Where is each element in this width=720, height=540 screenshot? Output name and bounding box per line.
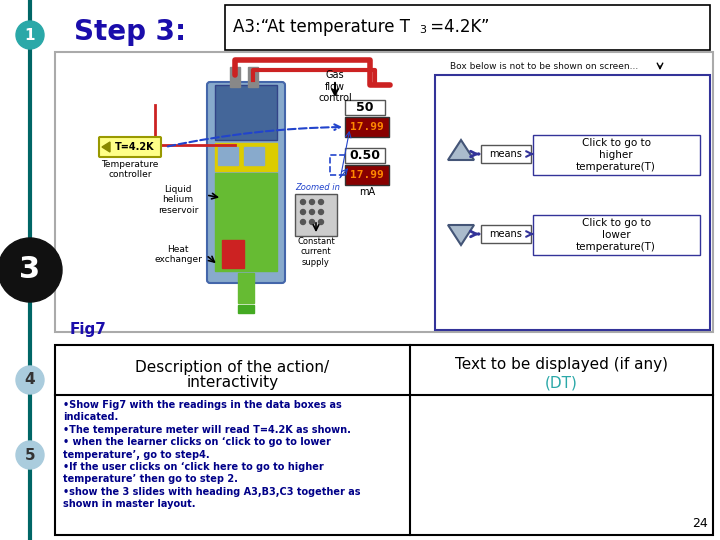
Text: Constant
current
supply: Constant current supply xyxy=(297,237,335,267)
Bar xyxy=(55,52,713,332)
Polygon shape xyxy=(448,140,474,160)
FancyBboxPatch shape xyxy=(533,215,700,255)
FancyBboxPatch shape xyxy=(345,148,385,163)
Circle shape xyxy=(318,210,323,214)
Bar xyxy=(345,165,389,185)
Circle shape xyxy=(300,199,305,205)
Text: Liquid
helium
reservoir: Liquid helium reservoir xyxy=(158,185,198,215)
FancyBboxPatch shape xyxy=(295,194,337,236)
Text: Fig7: Fig7 xyxy=(70,322,107,337)
Circle shape xyxy=(310,199,315,205)
FancyBboxPatch shape xyxy=(481,145,531,163)
Bar xyxy=(244,147,264,165)
Text: •Show Fig7 with the readings in the data boxes as
indicated.
•The temperature me: •Show Fig7 with the readings in the data… xyxy=(63,400,361,509)
Text: 17.99: 17.99 xyxy=(350,170,384,180)
Text: 24: 24 xyxy=(692,517,708,530)
Text: 3: 3 xyxy=(419,25,426,35)
Text: Step 3:: Step 3: xyxy=(74,18,186,46)
FancyBboxPatch shape xyxy=(207,82,285,283)
FancyBboxPatch shape xyxy=(481,225,531,243)
Text: (DT): (DT) xyxy=(545,375,578,390)
Bar xyxy=(55,345,713,535)
Text: Description of the action/: Description of the action/ xyxy=(135,360,330,375)
Text: 50: 50 xyxy=(356,101,374,114)
Bar xyxy=(218,147,238,165)
Text: 3: 3 xyxy=(19,255,40,285)
FancyBboxPatch shape xyxy=(345,100,385,115)
Circle shape xyxy=(318,199,323,205)
Text: Heat
exchanger: Heat exchanger xyxy=(154,245,202,265)
Text: Click to go to
higher
temperature(T): Click to go to higher temperature(T) xyxy=(576,138,656,172)
Text: T=4.2K: T=4.2K xyxy=(115,142,155,152)
Circle shape xyxy=(310,219,315,225)
Polygon shape xyxy=(448,225,474,245)
Text: =4.2K”: =4.2K” xyxy=(425,18,490,36)
Text: Click to go to
lower
temperature(T): Click to go to lower temperature(T) xyxy=(576,218,656,252)
Text: Zoomed in: Zoomed in xyxy=(295,183,340,192)
Circle shape xyxy=(310,210,315,214)
Bar xyxy=(238,273,254,303)
Circle shape xyxy=(0,238,62,302)
Text: means: means xyxy=(490,229,523,239)
Circle shape xyxy=(16,366,44,394)
Bar xyxy=(215,85,277,140)
Bar xyxy=(215,173,277,271)
Bar xyxy=(248,67,258,87)
Text: Box below is not to be shown on screen...: Box below is not to be shown on screen..… xyxy=(450,62,638,71)
Bar xyxy=(230,67,240,87)
Text: 17.99: 17.99 xyxy=(350,122,384,132)
Bar xyxy=(238,305,254,313)
Bar xyxy=(222,240,244,268)
FancyBboxPatch shape xyxy=(99,137,161,157)
FancyBboxPatch shape xyxy=(533,135,700,175)
Text: 4: 4 xyxy=(24,373,35,388)
Polygon shape xyxy=(102,142,110,152)
Text: Temperature
controller: Temperature controller xyxy=(102,160,158,179)
Text: mA: mA xyxy=(359,187,375,197)
Bar xyxy=(435,75,710,330)
Text: 1: 1 xyxy=(24,28,35,43)
Text: 0.50: 0.50 xyxy=(349,149,380,162)
FancyBboxPatch shape xyxy=(225,5,710,50)
Text: means: means xyxy=(490,149,523,159)
Bar xyxy=(215,143,277,171)
Text: Text to be displayed (if any): Text to be displayed (if any) xyxy=(455,357,668,372)
Circle shape xyxy=(16,441,44,469)
Circle shape xyxy=(300,210,305,214)
Circle shape xyxy=(16,21,44,49)
Text: Gas
flow
control: Gas flow control xyxy=(318,70,352,103)
Text: interactivity: interactivity xyxy=(186,375,279,390)
Circle shape xyxy=(300,219,305,225)
Text: 5: 5 xyxy=(24,448,35,462)
Bar xyxy=(345,117,389,137)
Text: A3:“At temperature T: A3:“At temperature T xyxy=(233,18,410,36)
Circle shape xyxy=(318,219,323,225)
